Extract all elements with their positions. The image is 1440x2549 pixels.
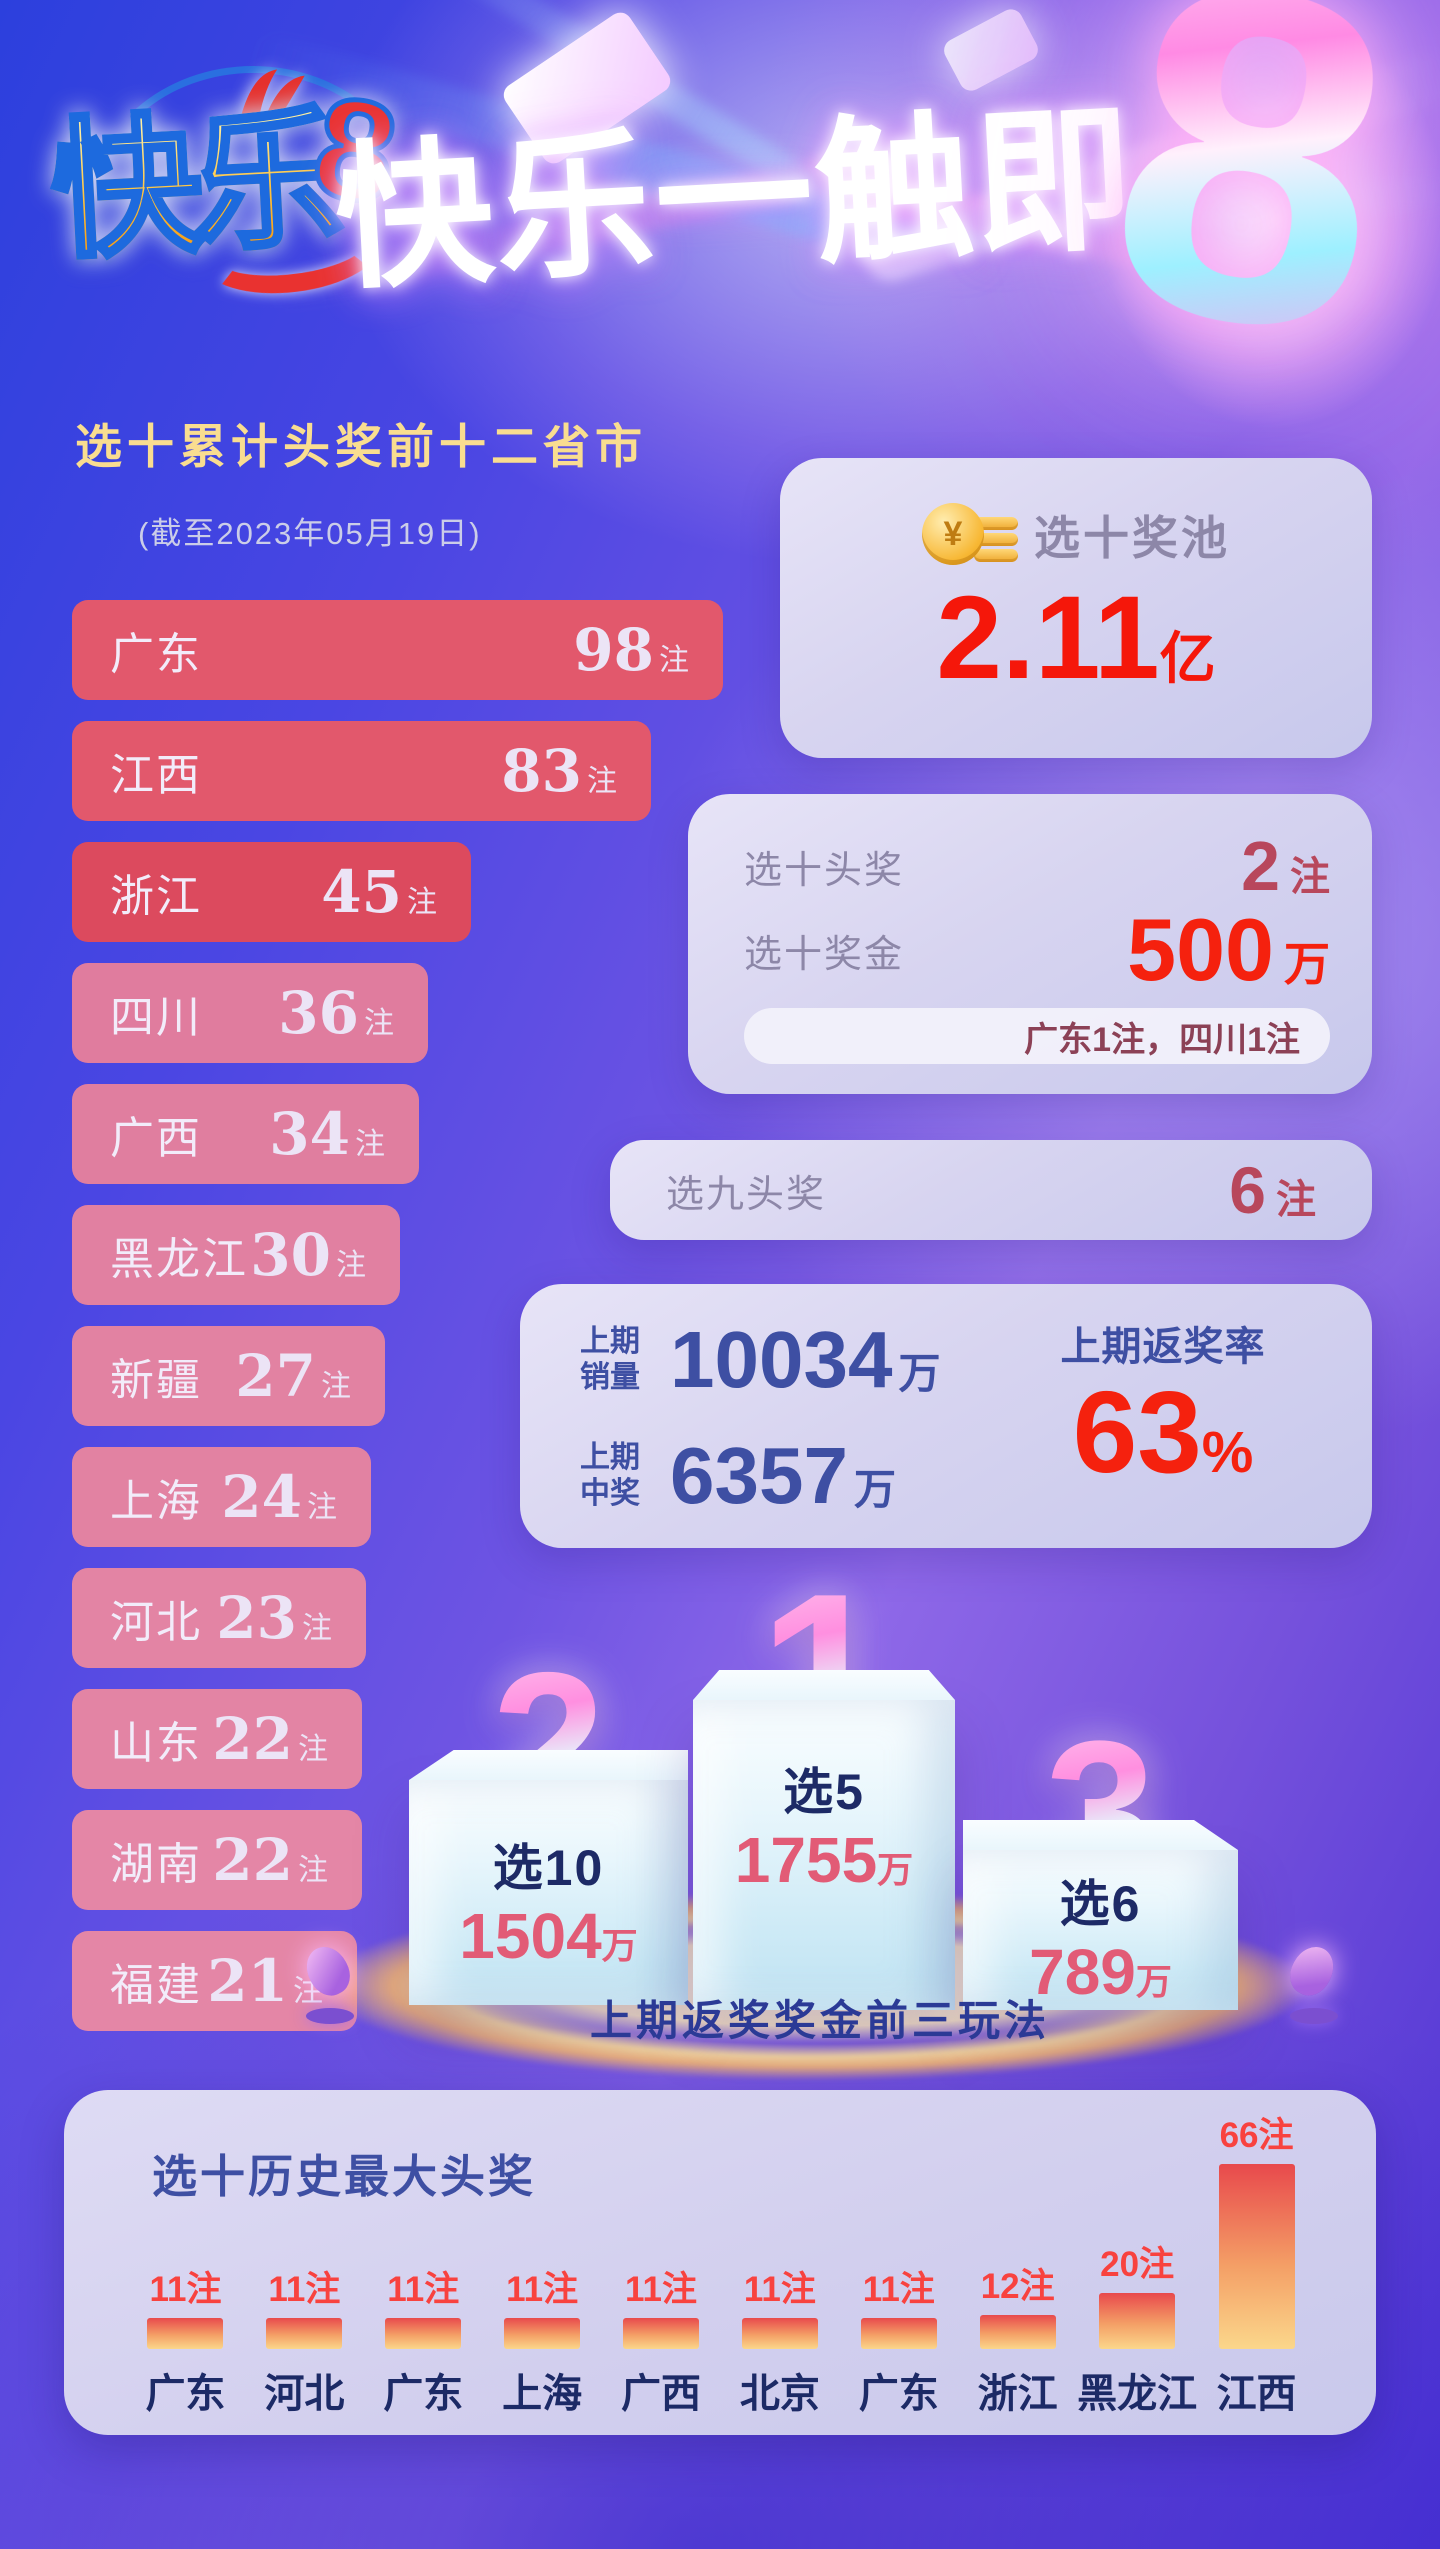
pool-value: 2.11亿 (936, 572, 1216, 704)
history-bar (860, 2318, 937, 2349)
history-column: 11注 广东 (858, 2270, 939, 2416)
winner-note-pill: 广东1注，四川1注 (744, 1008, 1330, 1064)
province-value: 36 注 (278, 979, 394, 1047)
win-label: 上期 中奖 (580, 1440, 640, 1510)
province-value: 30 注 (250, 1221, 366, 1289)
province-name: 四川 (110, 993, 202, 1042)
return-rate-value: 63% (1072, 1367, 1254, 1497)
logo-arc (88, 66, 418, 356)
province-bar: 浙江 45 注 (72, 842, 471, 942)
history-bar (741, 2318, 818, 2349)
neon-8: 8 (1018, 0, 1440, 436)
province-bar: 河北 23 注 (72, 1568, 366, 1668)
province-bar: 黑龙江 30 注 (72, 1205, 400, 1305)
province-name: 黑龙江 (110, 1235, 248, 1284)
province-name: 上海 (110, 1477, 202, 1526)
podium-pillar-2: 选10 1504万 (409, 1780, 688, 2005)
province-bar: 四川 36 注 (72, 963, 428, 1063)
province-name: 河北 (110, 1598, 202, 1647)
pool-header: ¥ 选十奖池 (780, 502, 1372, 568)
left-chart-title: 选十累计头奖前十二省市 (75, 420, 647, 473)
sales-row: 上期 销量 10034 万 (580, 1314, 941, 1404)
pool-card: ¥ 选十奖池 2.11亿 (780, 458, 1372, 758)
history-column: 20注 黑龙江 (1077, 2245, 1198, 2416)
history-column: 11注 北京 (739, 2270, 820, 2416)
history-column: 11注 上海 (502, 2270, 583, 2416)
history-title: 选十历史最大头奖 (152, 2151, 537, 2202)
history-card: 选十历史最大头奖 11注 广东 11注 河北 11注 广东 11注 上海 (64, 2090, 1376, 2435)
kuaile8-logo: 快乐 8 (45, 36, 480, 336)
spotlight-left (298, 1939, 358, 2024)
coins-icon: ¥ (922, 503, 1018, 567)
podium-amount: 789万 (1029, 1936, 1172, 2008)
province-name: 广东 (110, 630, 202, 679)
province-bar: 湖南 22 注 (72, 1810, 362, 1910)
history-column: 66注 江西 (1216, 2116, 1297, 2416)
sales-value: 10034 (670, 1314, 893, 1404)
history-bar (266, 2318, 343, 2349)
province-name: 湖南 (110, 1840, 202, 1889)
history-bar-chart: 11注 广东 11注 河北 11注 广东 11注 上海 11注 (126, 2116, 1316, 2419)
history-column: 11注 河北 (264, 2270, 345, 2416)
return-rate-block: 上期返奖率 63% (998, 1314, 1328, 1490)
sports-lottery-emblem (240, 69, 305, 122)
province-bar: 上海 24 注 (72, 1447, 371, 1547)
podium-pillar-1: 选5 1755万 (693, 1700, 955, 2010)
province-name: 福建 (110, 1961, 202, 2010)
province-value: 22 注 (212, 1826, 328, 1894)
province-name: 山东 (110, 1719, 202, 1768)
podium-amount: 1755万 (734, 1824, 914, 1896)
podium-amount: 1504万 (459, 1900, 638, 1972)
province-name: 新疆 (110, 1356, 202, 1405)
history-column: 11注 广东 (145, 2270, 226, 2416)
province-bar: 新疆 27 注 (72, 1326, 385, 1426)
period-stats-card: 上期 销量 10034 万 上期 中奖 6357 万 上期返奖率 63% (520, 1284, 1372, 1548)
province-bar: 山东 22 注 (72, 1689, 362, 1789)
sales-label: 上期 销量 (580, 1324, 640, 1394)
win-row: 上期 中奖 6357 万 (580, 1430, 896, 1520)
prize-amount-row: 选十奖金 500 万 (744, 900, 1330, 999)
province-bar: 广东 98 注 (72, 600, 723, 700)
history-column: 11注 广东 (383, 2270, 464, 2416)
province-value: 83 注 (501, 737, 617, 805)
win-value: 6357 (670, 1430, 848, 1520)
history-bar (504, 2318, 581, 2349)
podium-pillar-3: 选6 789万 (963, 1850, 1238, 2010)
history-bar (623, 2318, 699, 2349)
history-bar (147, 2318, 224, 2349)
neon-glow (1035, 0, 1440, 510)
history-bar (1218, 2164, 1295, 2349)
podium: 2 1 3 选10 1504万 选5 1755万 选6 789万 上期返奖奖金前… (220, 1550, 1420, 2110)
province-value: 23 注 (216, 1584, 332, 1652)
province-value: 34 注 (269, 1100, 385, 1168)
province-value: 27 注 (235, 1342, 351, 1410)
province-value: 22 注 (212, 1705, 328, 1773)
province-name: 广西 (110, 1114, 202, 1163)
province-bar: 广西 34 注 (72, 1084, 419, 1184)
history-bar (979, 2315, 1056, 2349)
province-value: 45 注 (321, 858, 437, 926)
history-column: 11注 广西 (621, 2270, 701, 2416)
spotlight-right (1282, 1939, 1342, 2024)
history-column: 12注 浙江 (977, 2267, 1058, 2416)
pool-title: 选十奖池 (1034, 512, 1230, 564)
prize-amount: 500 万 (1127, 900, 1330, 999)
left-chart-subtitle: (截至2023年05月19日) (138, 516, 482, 551)
province-bar: 江西 83 注 (72, 721, 651, 821)
province-value: 24 注 (221, 1463, 337, 1531)
history-bar (1099, 2293, 1176, 2349)
podium-caption: 上期返奖奖金前三玩法 (589, 1997, 1050, 2044)
province-value: 98 注 (573, 616, 689, 684)
province-name: 浙江 (110, 872, 202, 921)
province-name: 江西 (110, 751, 202, 800)
history-bar (385, 2318, 462, 2349)
